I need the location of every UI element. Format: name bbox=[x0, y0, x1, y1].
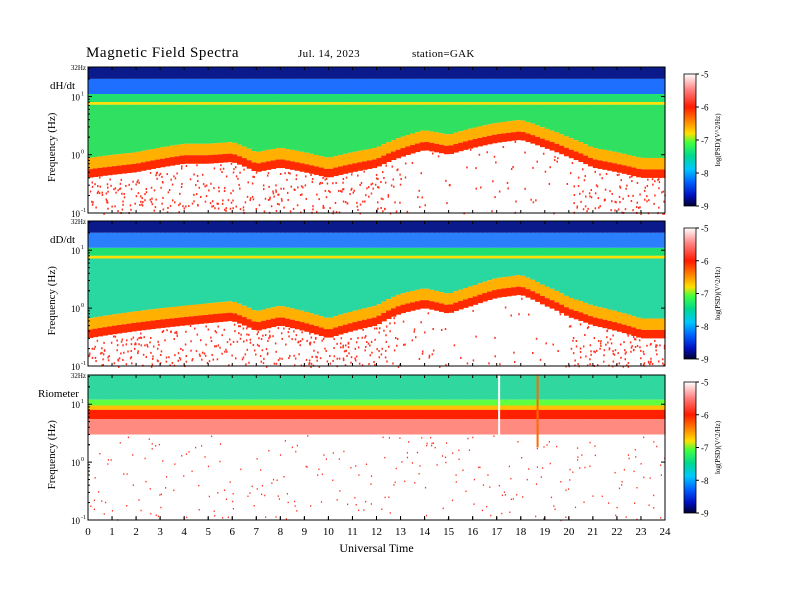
xtick-label: 9 bbox=[302, 526, 308, 538]
panel-label: Riometer bbox=[38, 388, 79, 400]
colorbar-tick-label: -7 bbox=[701, 289, 709, 299]
xtick-label: 24 bbox=[660, 526, 672, 538]
xtick-label: 14 bbox=[419, 526, 431, 538]
ytick-label: 10 bbox=[71, 151, 81, 161]
xtick-label: 10 bbox=[323, 526, 335, 538]
ytick-label: 10 bbox=[71, 516, 81, 526]
y-axis-label: Frequency (Hz) bbox=[46, 420, 58, 490]
ytick-exponent: 0 bbox=[81, 150, 84, 156]
colorbar-tick-label: -9 bbox=[701, 355, 709, 365]
colorbar-tick-label: -8 bbox=[701, 476, 709, 486]
date-label: Jul. 14, 2023 bbox=[298, 48, 361, 60]
colorbar-label: log(PSD)(V^2/Hz) bbox=[714, 113, 722, 167]
ytick-exponent: 1 bbox=[81, 399, 84, 405]
ytick-label: 10 bbox=[71, 400, 81, 410]
xtick-label: 5 bbox=[205, 526, 211, 538]
ytick-exponent: -1 bbox=[81, 208, 86, 214]
colorbar-tick-label: -5 bbox=[701, 70, 709, 80]
colorbar-tick-label: -6 bbox=[701, 103, 709, 113]
colorbar-tick-label: -5 bbox=[701, 224, 709, 234]
xtick-label: 13 bbox=[395, 526, 407, 538]
xtick-label: 12 bbox=[371, 526, 382, 538]
colorbar-tick-label: -7 bbox=[701, 443, 709, 453]
ytick-label: 10 bbox=[71, 209, 81, 219]
xtick-label: 22 bbox=[611, 526, 622, 538]
xtick-label: 8 bbox=[278, 526, 284, 538]
colorbar-tick-label: -6 bbox=[701, 256, 709, 266]
colorbar bbox=[683, 381, 697, 514]
station-label: station=GAK bbox=[412, 48, 475, 60]
ytick-exponent: -1 bbox=[81, 515, 86, 521]
colorbar-tick-label: -9 bbox=[701, 509, 709, 519]
xtick-label: 7 bbox=[254, 526, 260, 538]
ytick-label: 32Hz bbox=[71, 372, 86, 380]
colorbar bbox=[683, 227, 697, 360]
ytick-exponent: 0 bbox=[81, 457, 84, 463]
xtick-label: 20 bbox=[563, 526, 575, 538]
ytick-label: 10 bbox=[71, 246, 81, 256]
ytick-label: 10 bbox=[71, 362, 81, 372]
ytick-label: 10 bbox=[71, 458, 81, 468]
xtick-label: 11 bbox=[347, 526, 358, 538]
ytick-label: 32Hz bbox=[71, 64, 86, 72]
ytick-exponent: -1 bbox=[81, 361, 86, 367]
xtick-label: 6 bbox=[230, 526, 236, 538]
colorbar-tick-label: -8 bbox=[701, 322, 709, 332]
panel-label: dH/dt bbox=[50, 80, 75, 92]
xtick-label: 0 bbox=[85, 526, 91, 538]
xtick-label: 1 bbox=[109, 526, 115, 538]
ytick-label: 10 bbox=[71, 92, 81, 102]
xtick-label: 15 bbox=[443, 526, 455, 538]
xtick-label: 19 bbox=[539, 526, 551, 538]
xtick-label: 23 bbox=[635, 526, 647, 538]
colorbar-label: log(PSD)(V^2/Hz) bbox=[714, 420, 722, 474]
xtick-label: 17 bbox=[491, 526, 503, 538]
xtick-label: 18 bbox=[515, 526, 527, 538]
ytick-label: 32Hz bbox=[71, 218, 86, 226]
xtick-label: 16 bbox=[467, 526, 479, 538]
riometer-spike bbox=[536, 375, 539, 448]
y-axis-label: Frequency (Hz) bbox=[46, 266, 58, 336]
xtick-label: 2 bbox=[133, 526, 139, 538]
colorbar-tick-label: -8 bbox=[701, 169, 709, 179]
colorbar-tick-label: -9 bbox=[701, 202, 709, 212]
chart-title: Magnetic Field Spectra bbox=[86, 45, 240, 61]
xtick-label: 3 bbox=[157, 526, 163, 538]
riometer-spike bbox=[498, 375, 501, 448]
colorbar-tick-label: -7 bbox=[701, 136, 709, 146]
colorbar-label: log(PSD)(V^2/Hz) bbox=[714, 266, 722, 320]
ytick-exponent: 1 bbox=[81, 91, 84, 97]
xtick-label: 21 bbox=[587, 526, 598, 538]
y-axis-label: Frequency (Hz) bbox=[46, 112, 58, 182]
colorbar-tick-label: -6 bbox=[701, 410, 709, 420]
ytick-exponent: 1 bbox=[81, 245, 84, 251]
panel-label: dD/dt bbox=[50, 234, 75, 246]
colorbar-tick-label: -5 bbox=[701, 378, 709, 388]
colorbar bbox=[683, 73, 697, 207]
ytick-exponent: 0 bbox=[81, 303, 84, 309]
ytick-label: 10 bbox=[71, 304, 81, 314]
xtick-label: 4 bbox=[181, 526, 187, 538]
x-axis-label: Universal Time bbox=[339, 541, 413, 555]
